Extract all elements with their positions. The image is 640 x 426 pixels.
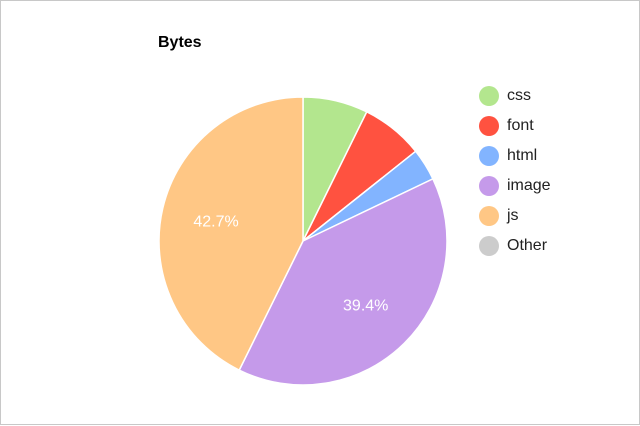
data-label-image: 39.4% (343, 298, 388, 315)
legend-swatch-html (479, 146, 499, 166)
legend-swatch-font (479, 116, 499, 136)
legend-item-other: Other (479, 231, 609, 261)
pie-slice-js (158, 96, 304, 372)
pie-slice-image (238, 177, 448, 386)
legend-swatch-other (479, 236, 499, 256)
legend-item-html: html (479, 141, 609, 171)
data-label-js: 42.7% (193, 214, 238, 231)
legend-label-font: font (507, 117, 534, 134)
legend-item-font: font (479, 111, 609, 141)
pie-data-labels: 39.4% 42.7% (193, 214, 388, 315)
legend-swatch-css (479, 86, 499, 106)
legend-label-html: html (507, 147, 538, 164)
legend-label-css: css (507, 87, 531, 104)
pie-slices (158, 96, 448, 386)
chart-title: Bytes (158, 34, 202, 51)
legend-item-image: image (479, 171, 609, 201)
legend-swatch-js (479, 206, 499, 226)
legend-label-other: Other (507, 237, 548, 254)
legend-label-js: js (507, 207, 519, 224)
legend-swatch-image (479, 176, 499, 196)
chart-legend: css font html image js Other (479, 81, 609, 261)
legend-item-css: css (479, 81, 609, 111)
legend-label-image: image (507, 177, 551, 194)
legend-item-js: js (479, 201, 609, 231)
